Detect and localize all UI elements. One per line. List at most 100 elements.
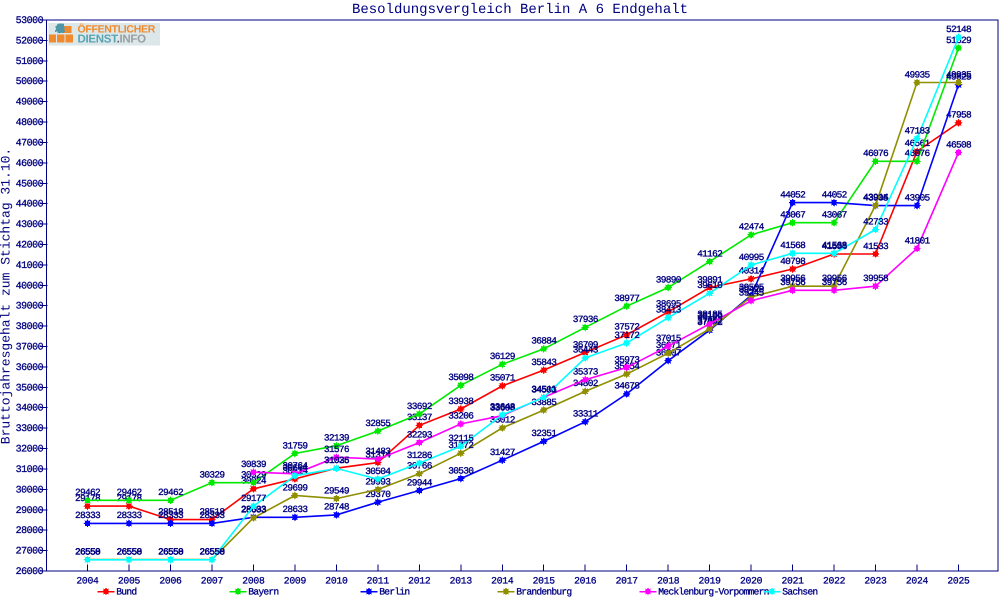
svg-text:33885: 33885 xyxy=(531,397,557,408)
svg-text:38106: 38106 xyxy=(697,311,723,322)
svg-text:30664: 30664 xyxy=(282,463,308,474)
svg-text:2011: 2011 xyxy=(367,576,390,587)
svg-text:46508: 46508 xyxy=(946,139,972,150)
svg-text:45000: 45000 xyxy=(16,179,44,190)
svg-text:33137: 33137 xyxy=(407,412,432,423)
svg-text:26550: 26550 xyxy=(116,547,142,558)
svg-text:26558: 26558 xyxy=(158,546,184,557)
svg-text:35098: 35098 xyxy=(448,372,474,383)
svg-text:36000: 36000 xyxy=(16,363,44,374)
svg-text:29549: 29549 xyxy=(324,485,350,496)
svg-text:28333: 28333 xyxy=(158,510,184,521)
svg-text:2005: 2005 xyxy=(118,576,141,587)
svg-text:44052: 44052 xyxy=(780,189,806,200)
svg-text:47183: 47183 xyxy=(904,126,930,137)
svg-text:37172: 37172 xyxy=(614,330,640,341)
svg-text:32351: 32351 xyxy=(531,428,557,439)
svg-text:Bayern: Bayern xyxy=(248,587,278,598)
svg-text:30329: 30329 xyxy=(199,470,225,481)
svg-text:28518: 28518 xyxy=(199,506,225,517)
svg-text:2013: 2013 xyxy=(450,576,473,587)
svg-text:35843: 35843 xyxy=(531,357,557,368)
svg-text:53000: 53000 xyxy=(16,16,44,27)
svg-text:2014: 2014 xyxy=(491,576,514,587)
svg-text:29944: 29944 xyxy=(407,477,433,488)
svg-text:41533: 41533 xyxy=(863,241,889,252)
svg-text:2009: 2009 xyxy=(284,576,307,587)
svg-text:43914: 43914 xyxy=(863,192,889,203)
svg-text:30766: 30766 xyxy=(407,461,433,472)
svg-text:41801: 41801 xyxy=(904,235,930,246)
svg-text:39956: 39956 xyxy=(822,273,848,284)
svg-text:49000: 49000 xyxy=(16,98,44,109)
svg-text:Bund: Bund xyxy=(116,587,136,598)
svg-text:30504: 30504 xyxy=(365,466,391,477)
svg-text:34802: 34802 xyxy=(573,378,599,389)
svg-text:ÖFFENTLICHER: ÖFFENTLICHER xyxy=(78,24,156,36)
svg-text:36709: 36709 xyxy=(573,339,599,350)
svg-text:38000: 38000 xyxy=(16,322,44,333)
svg-text:2025: 2025 xyxy=(947,576,970,587)
svg-text:43067: 43067 xyxy=(822,210,847,221)
svg-text:44000: 44000 xyxy=(16,200,44,211)
svg-text:39505: 39505 xyxy=(739,282,765,293)
svg-text:29462: 29462 xyxy=(116,487,142,498)
svg-text:41568: 41568 xyxy=(780,240,806,251)
svg-text:30530: 30530 xyxy=(448,465,474,476)
svg-text:2023: 2023 xyxy=(864,576,887,587)
svg-text:30764: 30764 xyxy=(282,461,308,472)
svg-text:29370: 29370 xyxy=(365,489,391,500)
svg-text:46076: 46076 xyxy=(863,148,889,159)
svg-text:32000: 32000 xyxy=(16,445,44,456)
svg-text:2016: 2016 xyxy=(574,576,597,587)
svg-text:33000: 33000 xyxy=(16,424,44,435)
svg-text:Mecklenburg-Vorpommern: Mecklenburg-Vorpommern xyxy=(658,587,768,598)
svg-text:30000: 30000 xyxy=(16,485,44,496)
svg-text:Brandenburg: Brandenburg xyxy=(516,587,571,598)
svg-text:2007: 2007 xyxy=(201,576,224,587)
svg-text:39956: 39956 xyxy=(780,273,806,284)
svg-text:39756: 39756 xyxy=(822,277,848,288)
svg-text:26000: 26000 xyxy=(16,567,44,578)
svg-text:51629: 51629 xyxy=(946,35,972,46)
svg-text:49935: 49935 xyxy=(904,69,930,80)
svg-text:39890: 39890 xyxy=(656,274,682,285)
svg-text:30329: 30329 xyxy=(241,470,267,481)
svg-text:28333: 28333 xyxy=(199,510,225,521)
svg-text:2008: 2008 xyxy=(242,576,265,587)
svg-text:Sachsen: Sachsen xyxy=(782,587,817,598)
svg-text:41162: 41162 xyxy=(697,248,723,259)
svg-text:35973: 35973 xyxy=(614,354,640,365)
svg-text:33311: 33311 xyxy=(573,409,599,420)
svg-text:29993: 29993 xyxy=(365,476,391,487)
svg-text:42733: 42733 xyxy=(863,216,889,227)
svg-text:42474: 42474 xyxy=(739,222,765,233)
svg-text:39428: 39428 xyxy=(739,284,765,295)
svg-text:33938: 33938 xyxy=(448,396,474,407)
svg-text:37862: 37862 xyxy=(697,316,723,327)
svg-text:35000: 35000 xyxy=(16,383,44,394)
svg-text:40000: 40000 xyxy=(16,281,44,292)
svg-text:40314: 40314 xyxy=(739,266,765,277)
svg-text:33206: 33206 xyxy=(448,411,474,422)
svg-text:38185: 38185 xyxy=(697,309,723,320)
svg-text:38977: 38977 xyxy=(614,293,639,304)
svg-text:29462: 29462 xyxy=(158,487,184,498)
svg-text:Berlin: Berlin xyxy=(379,587,409,598)
svg-text:42000: 42000 xyxy=(16,241,44,252)
svg-text:43905: 43905 xyxy=(904,192,930,203)
svg-text:38413: 38413 xyxy=(656,305,682,316)
svg-text:27000: 27000 xyxy=(16,547,44,558)
svg-text:28633: 28633 xyxy=(282,504,308,515)
svg-text:31427: 31427 xyxy=(490,447,515,458)
svg-text:31759: 31759 xyxy=(282,440,308,451)
svg-text:2015: 2015 xyxy=(533,576,556,587)
svg-text:39891: 39891 xyxy=(697,274,723,285)
svg-text:28000: 28000 xyxy=(16,526,44,537)
svg-text:31576: 31576 xyxy=(324,444,350,455)
svg-text:28603: 28603 xyxy=(241,505,267,516)
svg-text:51000: 51000 xyxy=(16,57,44,68)
svg-text:37936: 37936 xyxy=(573,314,599,325)
svg-text:28633: 28633 xyxy=(241,504,267,515)
svg-text:43905: 43905 xyxy=(863,192,889,203)
